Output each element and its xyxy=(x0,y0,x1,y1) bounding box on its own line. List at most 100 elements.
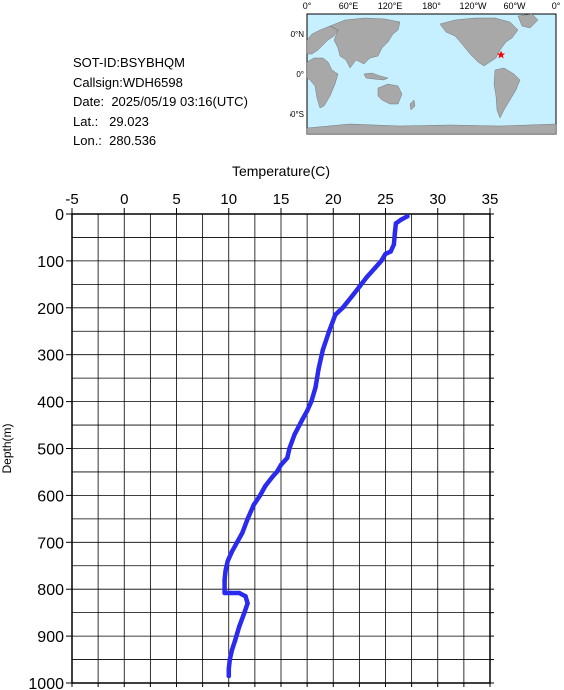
map-lon-label: 120°E xyxy=(378,1,403,11)
land-new-zealand xyxy=(409,99,416,111)
map-lon-label: 180° xyxy=(422,1,441,11)
data-point xyxy=(240,530,245,536)
data-point xyxy=(316,366,321,371)
y-tick-label: 900 xyxy=(37,629,64,646)
data-point xyxy=(222,590,227,596)
y-tick-label: 600 xyxy=(37,488,64,505)
data-point xyxy=(229,549,235,554)
data-point xyxy=(263,483,268,489)
data-point xyxy=(333,312,338,318)
x-tick-label: -5 xyxy=(65,191,78,208)
location-star-icon xyxy=(497,50,506,59)
x-tick-label: 30 xyxy=(429,191,446,208)
data-point xyxy=(245,516,250,522)
callsign-text: Callsign:WDH6598 xyxy=(73,74,183,90)
data-point xyxy=(232,638,238,643)
data-point xyxy=(391,242,397,247)
map-lon-label: 0° xyxy=(303,1,312,11)
data-point xyxy=(285,455,290,461)
data-point xyxy=(379,258,384,264)
data-point xyxy=(392,230,398,235)
data-point xyxy=(243,594,248,599)
y-axis-label: Depth(m) xyxy=(0,423,14,473)
temperature-profile-line xyxy=(222,214,410,679)
map-lon-label: 120°W xyxy=(459,1,487,11)
data-point xyxy=(237,624,242,629)
land-south-america xyxy=(493,67,521,119)
map-lon-label: 0° xyxy=(552,1,561,11)
data-point xyxy=(223,568,228,573)
map-lon-label: 60°E xyxy=(339,1,359,11)
data-point xyxy=(222,587,227,592)
lat-label: Lat.: xyxy=(73,113,99,129)
data-point xyxy=(292,432,297,437)
data-point xyxy=(287,446,292,451)
land-australia xyxy=(377,83,403,105)
data-point xyxy=(398,217,404,222)
data-point xyxy=(326,329,332,334)
y-tick-label: 400 xyxy=(37,395,64,412)
date-label: Date: xyxy=(73,94,105,109)
map-lat-label: 60°S xyxy=(290,110,304,119)
map-lat-label: 0° xyxy=(296,70,304,79)
x-tick-label: 20 xyxy=(325,191,342,208)
data-point xyxy=(226,666,231,672)
lon-label: Lon.: xyxy=(73,133,102,148)
lon-row: Lon.: 280.536 xyxy=(73,131,248,151)
map-longitude-labels: 0° 60°E 120°E 180° 120°W 60°W 0° xyxy=(303,1,561,11)
data-point xyxy=(372,265,378,271)
map-landmasses xyxy=(306,13,557,135)
map-lon-label: 60°W xyxy=(503,1,526,11)
lat-value: 29.023 xyxy=(109,113,149,129)
y-tick-label: 100 xyxy=(37,254,64,271)
data-point xyxy=(357,284,362,289)
location-map: 0° 60°E 120°E 180° 120°W 60°W 0° 60°N 0° 60°S xyxy=(290,1,561,135)
land-africa xyxy=(306,57,339,109)
data-point xyxy=(383,251,388,257)
date-value: 2025/05/19 03:16(UTC) xyxy=(111,94,248,109)
data-point xyxy=(388,249,393,254)
data-point xyxy=(340,305,345,310)
data-point xyxy=(227,657,232,662)
data-point xyxy=(299,418,305,423)
y-tick-label: 700 xyxy=(37,535,64,552)
data-point xyxy=(242,610,247,615)
sot-id-text: SOT-ID:BSYBHQM xyxy=(73,55,185,70)
x-tick-label: 35 xyxy=(482,191,499,208)
data-point xyxy=(349,293,355,299)
date-row: Date: 2025/05/19 03:16(UTC) xyxy=(73,92,248,112)
y-tick-label: 1000 xyxy=(28,676,64,690)
x-axis-label: Temperature(C) xyxy=(232,163,330,179)
metadata-panel: SOT-ID:BSYBHQM Callsign:WDH6598 Date: 20… xyxy=(73,53,248,151)
data-point xyxy=(270,474,275,479)
data-point xyxy=(225,558,230,564)
data-point xyxy=(405,214,410,219)
data-point xyxy=(274,469,280,475)
y-tick-label: 0 xyxy=(55,207,64,224)
land-asia xyxy=(329,17,401,69)
y-axis-ticks: 0 100 200 300 400 500 600 700 800 900 1000 xyxy=(28,207,494,690)
x-tick-label: 10 xyxy=(220,191,237,208)
data-point xyxy=(393,221,399,226)
x-tick-label: 25 xyxy=(377,191,394,208)
land-antarctica xyxy=(306,123,557,135)
land-greenland xyxy=(517,13,539,29)
lat-row: Lat.: 29.023 xyxy=(73,112,248,132)
lon-value: 280.536 xyxy=(109,133,157,148)
y-tick-label: 200 xyxy=(37,301,64,318)
data-point xyxy=(237,590,242,596)
data-point xyxy=(257,493,263,498)
map-lat-label: 60°N xyxy=(290,30,304,39)
x-tick-label: 15 xyxy=(273,191,290,208)
x-tick-label: 5 xyxy=(172,191,180,208)
data-point xyxy=(222,577,227,583)
data-point xyxy=(313,385,318,390)
map-location-marker xyxy=(497,50,506,59)
y-tick-label: 800 xyxy=(37,582,64,599)
y-tick-label: 500 xyxy=(37,442,64,459)
data-point xyxy=(320,347,325,353)
series-group xyxy=(222,214,410,679)
data-point xyxy=(234,540,240,545)
land-europe xyxy=(306,25,339,55)
